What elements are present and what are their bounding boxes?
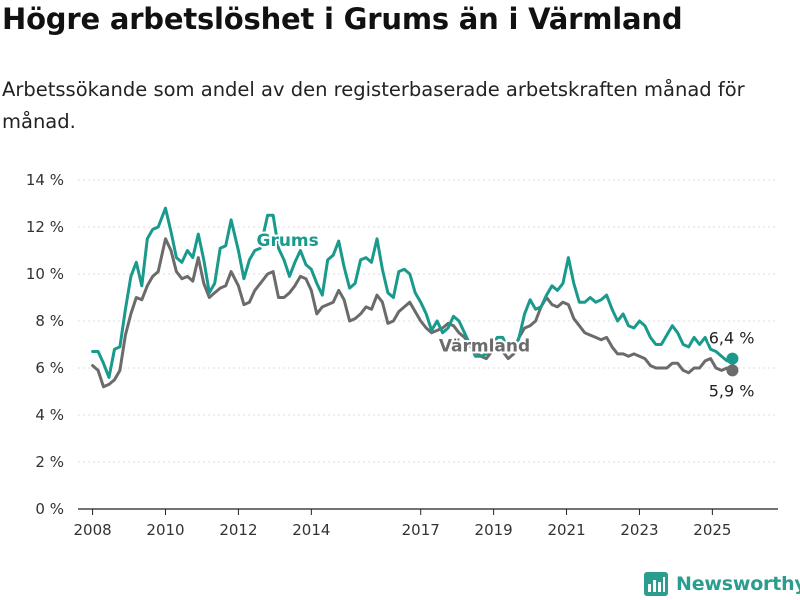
- x-tick-label: 2010: [146, 521, 184, 539]
- y-tick-label: 0 %: [35, 500, 64, 518]
- chart-subtitle: Arbetssökande som andel av den registerb…: [2, 78, 745, 133]
- x-tick-label: 2012: [219, 521, 257, 539]
- brand-name: Newsworthy: [676, 573, 800, 595]
- newsworthy-logo: Newsworthy: [644, 570, 800, 598]
- series-lines: [91, 206, 739, 389]
- end-value-label: 5,9 %: [709, 381, 755, 400]
- series-labels: 6,4 % 5,9 % Grums Värmland: [254, 229, 756, 403]
- end-point-varmland: [726, 364, 739, 377]
- y-axis: 0 % 2 % 4 % 6 % 8 % 10 % 12 % 14 %: [26, 171, 64, 518]
- bar-chart-icon: [644, 572, 668, 596]
- x-tick-label: 2014: [292, 521, 330, 539]
- end-value-label: 6,4 %: [709, 329, 755, 348]
- x-tick-label: 2021: [547, 521, 585, 539]
- x-tick-label: 2017: [402, 521, 440, 539]
- x-tick-label: 2025: [693, 521, 731, 539]
- y-tick-label: 14 %: [26, 171, 64, 189]
- end-point-grums: [726, 352, 739, 365]
- series-line-varmland: [91, 237, 734, 389]
- x-tick-label: 2019: [475, 521, 513, 539]
- chart-title: Högre arbetslöshet i Grums än i Värmland: [2, 2, 683, 36]
- x-tick-label: 2023: [620, 521, 658, 539]
- y-tick-label: 2 %: [35, 453, 64, 471]
- y-tick-label: 12 %: [26, 218, 64, 236]
- y-tick-label: 10 %: [26, 265, 64, 283]
- x-axis: 2008 2010 2012 2014 2017 2019 2021 2023 2025: [73, 508, 778, 539]
- series-label-grums: Grums: [256, 231, 318, 251]
- x-tick-label: 2008: [73, 521, 111, 539]
- y-tick-label: 8 %: [35, 312, 64, 330]
- series-line-grums: [91, 206, 734, 379]
- line-chart: 0 % 2 % 4 % 6 % 8 % 10 % 12 % 14 % 2008 2010 2012…: [26, 171, 778, 539]
- series-label-varmland: Värmland: [439, 337, 530, 357]
- y-tick-label: 6 %: [35, 359, 64, 377]
- y-tick-label: 4 %: [35, 406, 64, 424]
